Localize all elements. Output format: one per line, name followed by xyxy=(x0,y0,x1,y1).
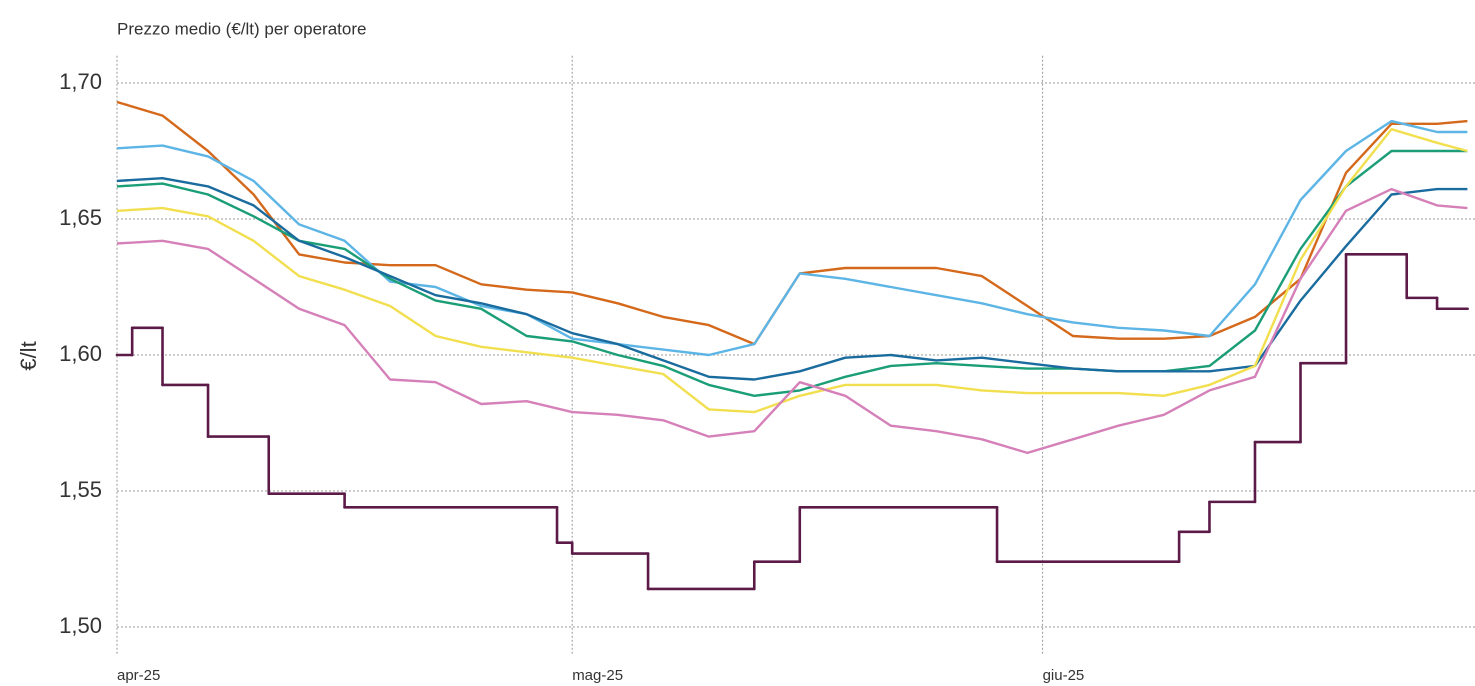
y-tick-label: 1,55 xyxy=(59,477,102,502)
series-line xyxy=(116,149,1468,397)
y-tick-label: 1,50 xyxy=(59,613,102,638)
series-line xyxy=(116,119,1468,357)
y-tick-label: 1,60 xyxy=(59,341,102,366)
series-line xyxy=(116,177,1468,381)
y-axis-label: €/lt xyxy=(16,341,41,370)
x-tick-label: mag-25 xyxy=(572,667,623,684)
y-tick-label: 1,65 xyxy=(59,205,102,230)
series-line xyxy=(116,100,1468,346)
x-tick-label: apr-25 xyxy=(117,667,160,684)
chart-title: Prezzo medio (€/lt) per operatore xyxy=(117,19,366,38)
y-tick-label: 1,70 xyxy=(59,69,102,94)
series-line xyxy=(116,187,1468,455)
x-tick-label: giu-25 xyxy=(1043,667,1085,684)
series-line xyxy=(116,127,1468,414)
